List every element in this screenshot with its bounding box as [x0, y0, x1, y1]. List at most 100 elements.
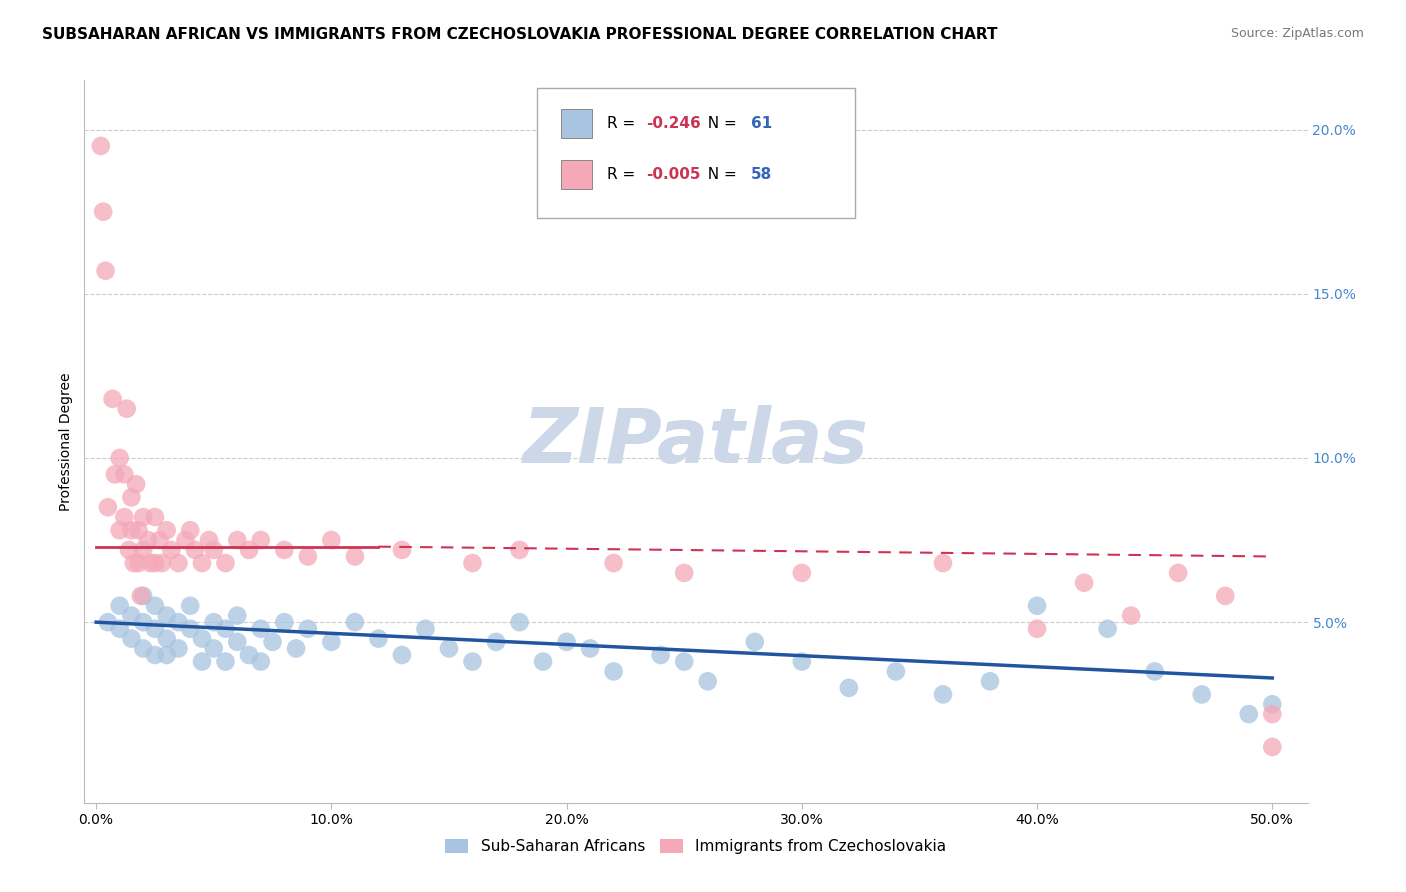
Text: -0.005: -0.005: [645, 167, 700, 182]
Point: [202, 615, 225, 630]
Text: 58: 58: [751, 167, 772, 182]
Point: [415, 622, 437, 636]
Point: [1143, 665, 1166, 679]
Point: [191, 632, 214, 646]
Point: [273, 615, 295, 630]
Point: [297, 549, 319, 564]
Point: [1237, 707, 1260, 722]
Point: [191, 556, 214, 570]
Point: [1261, 698, 1284, 712]
Point: [156, 632, 179, 646]
Text: -0.246: -0.246: [645, 116, 700, 131]
Text: 61: 61: [751, 116, 772, 131]
Point: [120, 491, 142, 505]
Point: [1261, 739, 1284, 754]
Point: [650, 648, 672, 662]
Point: [156, 523, 179, 537]
Point: [744, 635, 766, 649]
Point: [191, 655, 214, 669]
Point: [120, 523, 142, 537]
Text: R =: R =: [606, 116, 640, 131]
Point: [115, 401, 138, 416]
Text: N =: N =: [699, 167, 742, 182]
Point: [122, 556, 145, 570]
Point: [127, 556, 149, 570]
Text: R =: R =: [606, 167, 640, 182]
Point: [179, 523, 201, 537]
Point: [150, 556, 173, 570]
Point: [184, 542, 207, 557]
Point: [97, 615, 120, 630]
Point: [932, 687, 955, 701]
Point: [132, 589, 155, 603]
Point: [149, 533, 172, 547]
Point: [1121, 608, 1143, 623]
Point: [160, 542, 183, 557]
Point: [132, 641, 155, 656]
Point: [790, 655, 813, 669]
Point: [143, 622, 166, 636]
Point: [132, 615, 155, 630]
Point: [167, 641, 190, 656]
Point: [531, 655, 554, 669]
Point: [167, 556, 190, 570]
Point: [143, 648, 166, 662]
Point: [273, 542, 295, 557]
Point: [249, 655, 271, 669]
Point: [156, 648, 179, 662]
Point: [214, 556, 236, 570]
Point: [226, 635, 249, 649]
Point: [226, 608, 249, 623]
Point: [249, 533, 271, 547]
Point: [129, 589, 152, 603]
Point: [174, 533, 197, 547]
Point: [238, 648, 260, 662]
Point: [343, 615, 366, 630]
Point: [108, 622, 131, 636]
Point: [143, 510, 166, 524]
Point: [198, 533, 221, 547]
Point: [1073, 575, 1095, 590]
Point: [602, 556, 624, 570]
Point: [91, 204, 114, 219]
Point: [391, 542, 413, 557]
Point: [1167, 566, 1189, 580]
Point: [108, 523, 131, 537]
Point: [127, 523, 149, 537]
Point: [1026, 599, 1049, 613]
Point: [120, 608, 142, 623]
Point: [1026, 622, 1049, 636]
Point: [167, 615, 190, 630]
Point: [673, 566, 696, 580]
Point: [297, 622, 319, 636]
Point: [179, 622, 201, 636]
Point: [120, 632, 142, 646]
Point: [202, 542, 225, 557]
Point: [143, 556, 166, 570]
Point: [226, 533, 249, 547]
Point: [1191, 687, 1213, 701]
Point: [262, 635, 284, 649]
Point: [461, 655, 484, 669]
Point: [139, 556, 162, 570]
Point: [94, 264, 117, 278]
Point: [485, 635, 508, 649]
Point: [321, 635, 343, 649]
Point: [343, 549, 366, 564]
Point: [143, 599, 166, 613]
Point: [602, 665, 624, 679]
Point: [112, 510, 135, 524]
Y-axis label: Professional Degree: Professional Degree: [59, 372, 73, 511]
Point: [979, 674, 1001, 689]
Point: [118, 542, 141, 557]
FancyBboxPatch shape: [561, 109, 592, 138]
Point: [214, 622, 236, 636]
Point: [838, 681, 860, 695]
Point: [97, 500, 120, 515]
Point: [285, 641, 308, 656]
Point: [125, 477, 148, 491]
Point: [884, 665, 907, 679]
Point: [367, 632, 389, 646]
Point: [101, 392, 124, 406]
FancyBboxPatch shape: [537, 87, 855, 218]
